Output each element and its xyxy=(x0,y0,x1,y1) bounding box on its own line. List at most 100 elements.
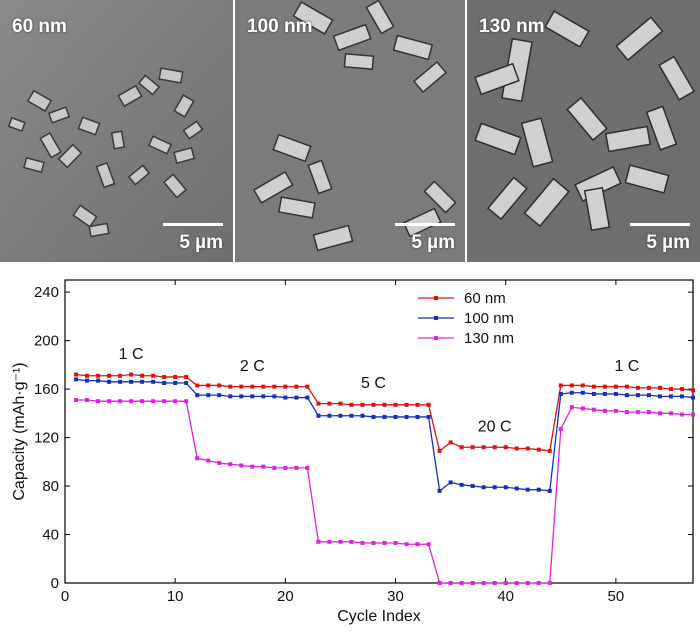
data-point xyxy=(129,379,134,384)
data-point xyxy=(96,378,101,383)
data-point xyxy=(140,399,145,404)
data-point xyxy=(580,390,585,395)
data-point xyxy=(129,372,134,377)
sem-image-label: 130 nm xyxy=(479,16,545,37)
data-point xyxy=(327,401,332,406)
data-point xyxy=(547,488,552,493)
sem-image-130nm: 130 nm 5 µm xyxy=(467,0,700,262)
data-point xyxy=(448,581,453,585)
data-point xyxy=(283,395,288,400)
x-tick-label: 0 xyxy=(61,588,69,605)
x-tick-label: 30 xyxy=(387,588,404,605)
data-point xyxy=(459,482,464,487)
legend-entry: 130 nm xyxy=(464,330,514,347)
data-point xyxy=(96,399,101,404)
data-point xyxy=(646,393,651,398)
scale-bar xyxy=(163,223,223,226)
data-point xyxy=(371,414,376,419)
data-point xyxy=(591,391,596,396)
y-axis-label: Capacity (mAh·g⁻¹) xyxy=(11,362,28,500)
x-tick-label: 20 xyxy=(277,588,294,605)
data-point xyxy=(217,383,222,388)
data-point xyxy=(393,414,398,419)
data-point xyxy=(140,373,145,378)
series-line xyxy=(76,399,693,584)
data-point xyxy=(316,539,321,544)
rate-annotation: 1 C xyxy=(614,358,639,375)
data-point xyxy=(679,412,684,417)
data-point xyxy=(635,385,640,390)
data-point xyxy=(239,463,244,468)
scale-bar-label: 5 µm xyxy=(646,232,690,253)
data-point xyxy=(404,402,409,407)
data-point xyxy=(514,446,519,451)
data-point xyxy=(602,384,607,389)
data-point xyxy=(691,412,695,417)
data-point xyxy=(129,399,134,404)
scale-bar xyxy=(395,223,455,226)
data-point xyxy=(382,541,387,546)
data-point xyxy=(151,399,156,404)
data-point xyxy=(404,542,409,547)
data-point xyxy=(162,381,167,386)
data-point xyxy=(360,541,365,546)
data-point xyxy=(316,413,321,418)
data-point xyxy=(668,411,673,416)
rate-annotation: 5 C xyxy=(361,375,386,392)
data-point xyxy=(624,410,629,415)
data-point xyxy=(602,391,607,396)
data-point xyxy=(525,446,530,451)
legend-marker xyxy=(434,336,438,340)
data-point xyxy=(107,373,112,378)
data-point xyxy=(624,384,629,389)
data-point xyxy=(613,384,618,389)
data-point xyxy=(691,388,695,393)
data-point xyxy=(206,458,211,463)
x-tick-label: 10 xyxy=(167,588,184,605)
data-point xyxy=(250,384,255,389)
data-point xyxy=(261,384,266,389)
x-tick-label: 40 xyxy=(497,588,514,605)
legend-marker xyxy=(434,316,438,320)
data-point xyxy=(151,373,156,378)
data-point xyxy=(558,391,563,396)
data-point xyxy=(250,464,255,469)
y-tick-label: 240 xyxy=(34,284,59,301)
data-point xyxy=(602,408,607,413)
data-point xyxy=(349,539,354,544)
data-point xyxy=(85,378,90,383)
data-point xyxy=(481,485,486,490)
data-point xyxy=(327,539,332,544)
sem-micrograph xyxy=(467,0,700,262)
data-point xyxy=(558,383,563,388)
data-point xyxy=(74,377,79,382)
data-point xyxy=(514,581,519,585)
data-point xyxy=(393,541,398,546)
data-point xyxy=(316,401,321,406)
data-point xyxy=(624,393,629,398)
data-point xyxy=(228,462,233,467)
data-point xyxy=(657,394,662,399)
data-point xyxy=(360,413,365,418)
data-point xyxy=(173,399,178,404)
data-point xyxy=(481,581,486,585)
data-point xyxy=(503,581,508,585)
sem-image-label: 100 nm xyxy=(247,16,313,37)
data-point xyxy=(591,407,596,412)
legend-entry: 60 nm xyxy=(464,290,506,307)
data-point xyxy=(536,447,541,452)
data-point xyxy=(470,445,475,450)
data-point xyxy=(657,411,662,416)
data-point xyxy=(503,445,508,450)
sem-image-row: 60 nm 5 µm 100 nm 5 µm xyxy=(0,0,700,262)
data-point xyxy=(558,427,563,432)
y-tick-label: 0 xyxy=(51,575,59,592)
data-point xyxy=(415,402,420,407)
data-point xyxy=(239,384,244,389)
data-point xyxy=(679,394,684,399)
data-point xyxy=(272,394,277,399)
data-point xyxy=(547,448,552,453)
data-point xyxy=(107,379,112,384)
data-point xyxy=(305,395,310,400)
data-point xyxy=(184,399,189,404)
